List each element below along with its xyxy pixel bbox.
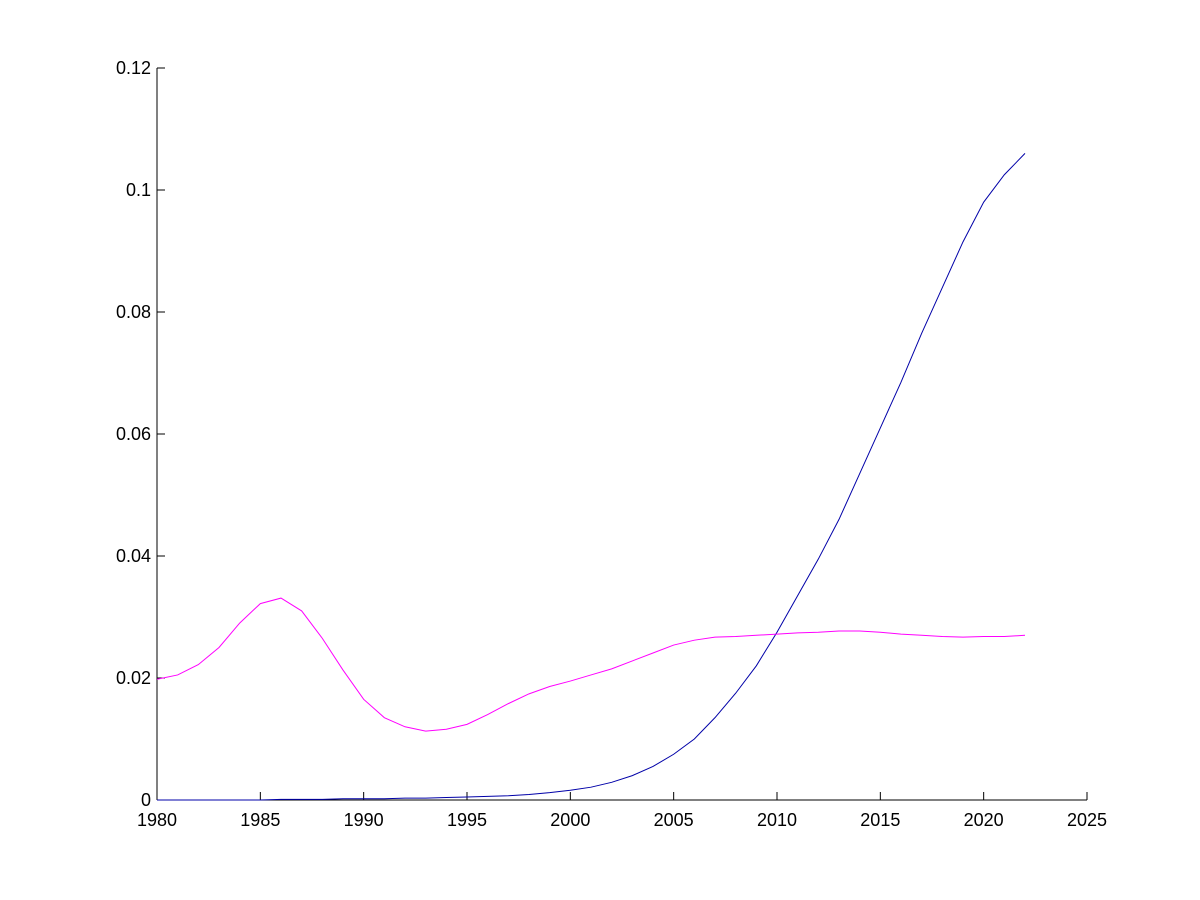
line-series [156, 597, 1026, 732]
x-tick-label: 1995 [447, 810, 487, 830]
y-tick-label: 0 [141, 790, 151, 810]
x-tick-label: 1990 [344, 810, 384, 830]
x-tick-label: 2010 [757, 810, 797, 830]
x-tick-label: 2000 [550, 810, 590, 830]
x-tick-label: 2025 [1067, 810, 1107, 830]
y-tick-label: 0.1 [126, 180, 151, 200]
x-tick-label: 1985 [240, 810, 280, 830]
x-tick-label: 2020 [964, 810, 1004, 830]
line-series [157, 153, 1026, 801]
x-tick-label: 2015 [860, 810, 900, 830]
y-tick-label: 0.02 [116, 668, 151, 688]
y-tick-label: 0.06 [116, 424, 151, 444]
x-tick-label: 2005 [654, 810, 694, 830]
y-tick-label: 0.08 [116, 302, 151, 322]
x-tick-label: 1980 [137, 810, 177, 830]
y-tick-label: 0.12 [116, 58, 151, 78]
y-tick-label: 0.04 [116, 546, 151, 566]
